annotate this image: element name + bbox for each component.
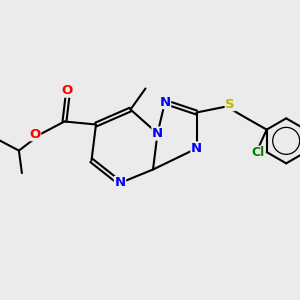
Text: N: N (191, 142, 202, 155)
Text: N: N (114, 176, 126, 190)
Text: O: O (62, 84, 73, 97)
Text: N: N (152, 127, 163, 140)
Text: Cl: Cl (251, 146, 264, 159)
Text: N: N (159, 95, 171, 109)
Text: S: S (225, 98, 235, 111)
Text: O: O (29, 128, 41, 141)
